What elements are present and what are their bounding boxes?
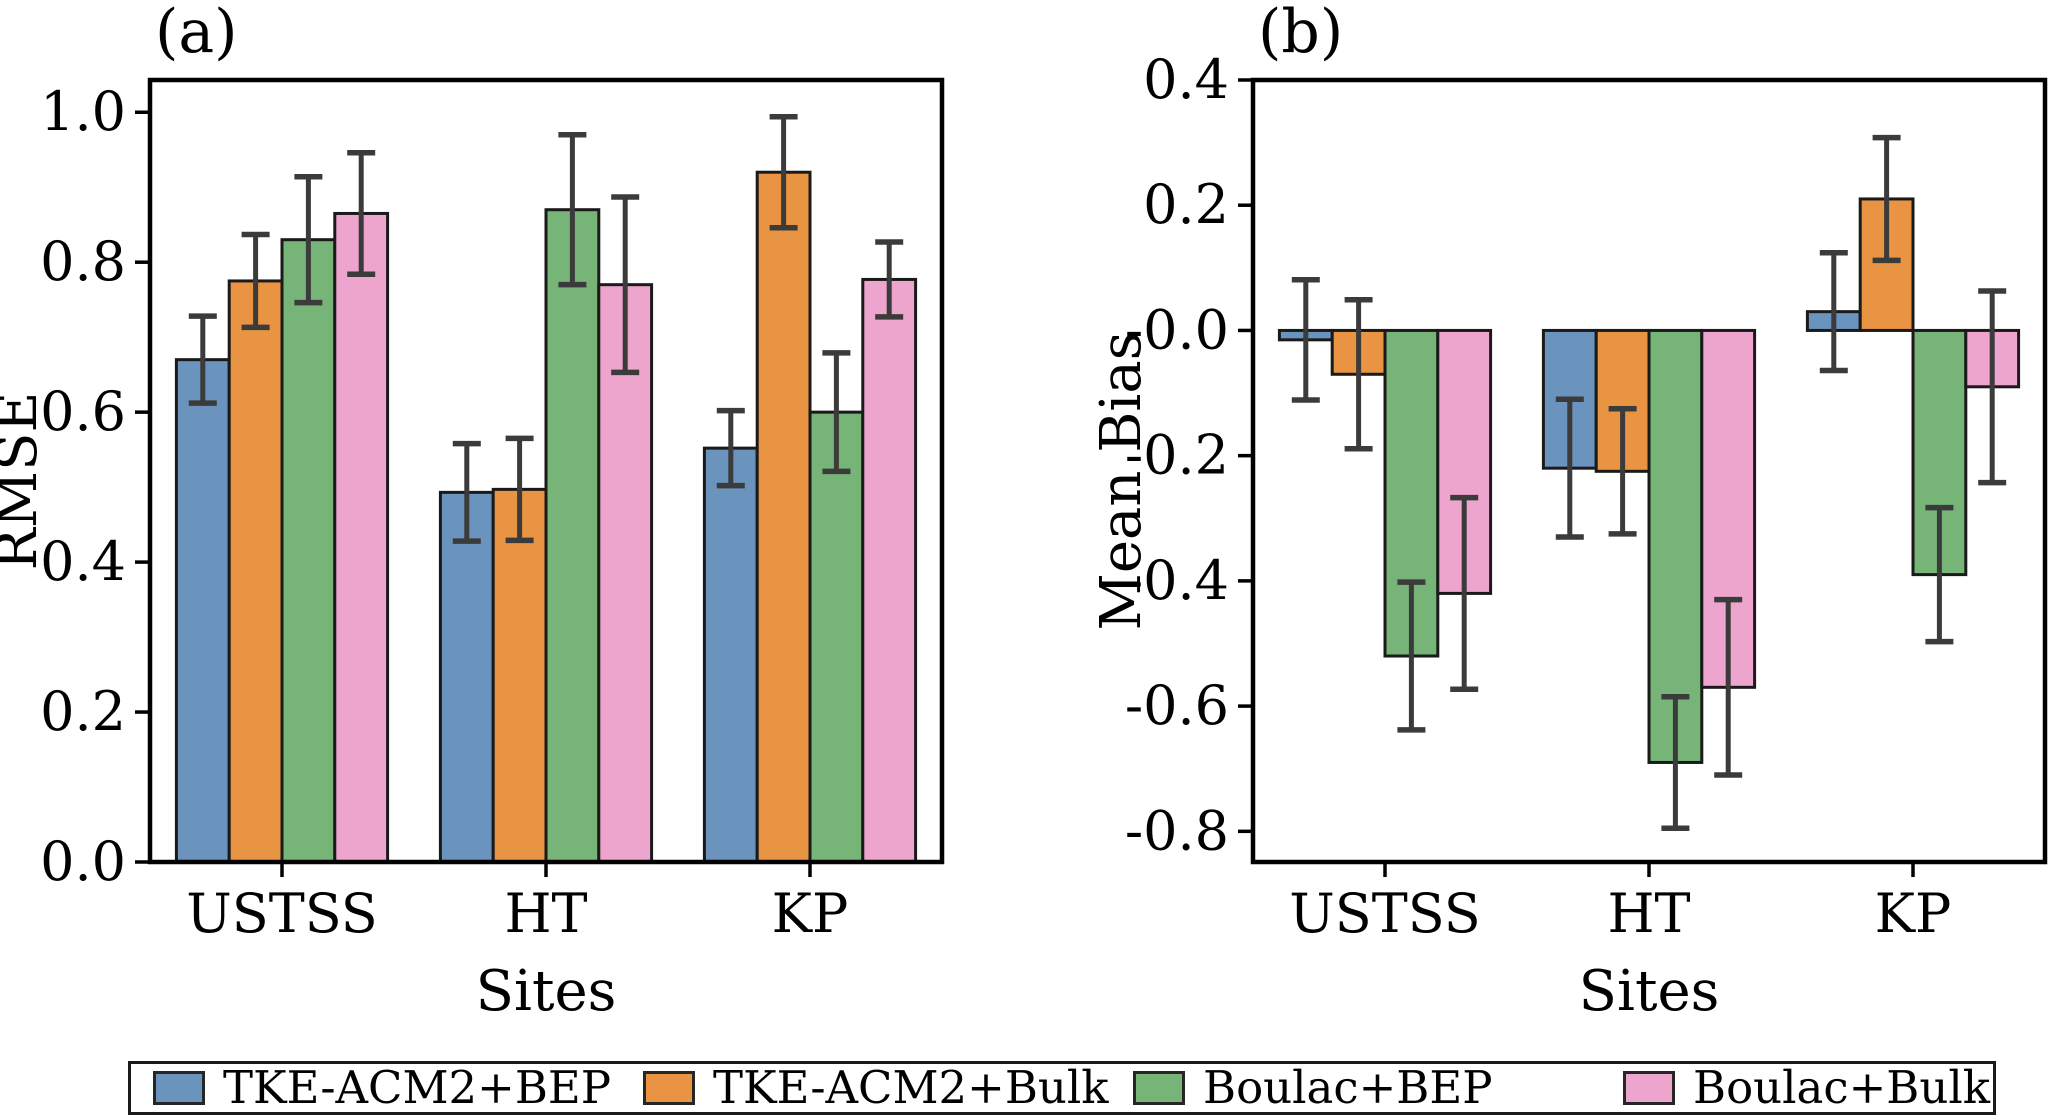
bar-TKE-ACM2+Bulk-HT xyxy=(491,487,548,864)
x-tick-label: USTSS xyxy=(186,882,378,945)
legend-swatch-boulac-bulk xyxy=(1623,1071,1675,1105)
legend-item: Boulac+Bulk xyxy=(1623,1064,1990,1112)
y-tick-label: 0.6 xyxy=(40,380,126,443)
bar-TKE-ACM2+Bulk-KP xyxy=(755,170,812,864)
y-tick-label: 1.0 xyxy=(40,80,126,143)
y-axis-label: Mean Bias xyxy=(1089,332,1154,631)
bar-Boulac+BEP-KP xyxy=(808,410,865,864)
x-tick-label: USTSS xyxy=(1289,882,1481,945)
legend-label: Boulac+BEP xyxy=(1203,1061,1493,1114)
legend-swatch-tke-acm2-bulk xyxy=(643,1071,695,1105)
legend-item: TKE-ACM2+Bulk xyxy=(643,1064,1109,1112)
axes-spines xyxy=(1250,77,2048,865)
bar-Boulac+Bulk-USTSS xyxy=(333,211,390,864)
y-tick-label: -0.2 xyxy=(1125,424,1229,487)
x-tick-label: KP xyxy=(1875,882,1952,945)
y-tick-label: -0.6 xyxy=(1125,674,1229,737)
y-tick-label: -0.0 xyxy=(1125,298,1229,361)
bar-TKE-ACM2+Bulk-USTSS xyxy=(227,279,284,864)
panel-letter: (a) xyxy=(155,0,238,67)
bar-TKE-ACM2+BEP-KP xyxy=(702,446,759,864)
y-tick-label: 0.8 xyxy=(40,230,126,293)
y-tick-label: -0.8 xyxy=(1125,799,1229,862)
bar-Boulac+BEP-USTSS xyxy=(280,238,337,864)
y-tick-label: 0.4 xyxy=(40,530,126,593)
x-axis-label: Sites xyxy=(1579,959,1720,1024)
y-tick-label: 0.2 xyxy=(1143,173,1229,236)
bar-TKE-ACM2+BEP-HT xyxy=(438,490,495,864)
legend-label: TKE-ACM2+Bulk xyxy=(713,1061,1109,1114)
legend-label: TKE-ACM2+BEP xyxy=(223,1061,612,1114)
legend: TKE-ACM2+BEP TKE-ACM2+Bulk Boulac+BEP Bo… xyxy=(128,1061,1996,1115)
legend-swatch-boulac-bep xyxy=(1133,1071,1185,1105)
x-tick-label: KP xyxy=(772,882,849,945)
bar-Boulac+Bulk-HT xyxy=(597,283,654,864)
legend-item: Boulac+BEP xyxy=(1133,1064,1492,1112)
panel-letter: (b) xyxy=(1258,0,1343,67)
y-tick-label: 0.4 xyxy=(1143,48,1229,111)
legend-item: TKE-ACM2+BEP xyxy=(153,1064,611,1112)
bar-Boulac+Bulk-USTSS xyxy=(1436,328,1493,595)
y-tick-label: -0.4 xyxy=(1125,549,1229,612)
axes-spines xyxy=(147,77,945,865)
x-tick-label: HT xyxy=(504,882,587,945)
legend-label: Boulac+Bulk xyxy=(1693,1061,1990,1114)
y-tick-label: 0.0 xyxy=(40,830,126,893)
bar-Boulac+BEP-HT xyxy=(544,208,601,864)
legend-swatch-tke-acm2-bep xyxy=(153,1071,205,1105)
bar-Boulac+Bulk-KP xyxy=(861,277,918,864)
x-axis-label: Sites xyxy=(476,959,617,1024)
x-tick-label: HT xyxy=(1607,882,1690,945)
y-axis-label: RMSE xyxy=(0,392,50,571)
y-tick-label: 0.2 xyxy=(40,680,126,743)
bar-TKE-ACM2+BEP-USTSS xyxy=(174,358,231,864)
